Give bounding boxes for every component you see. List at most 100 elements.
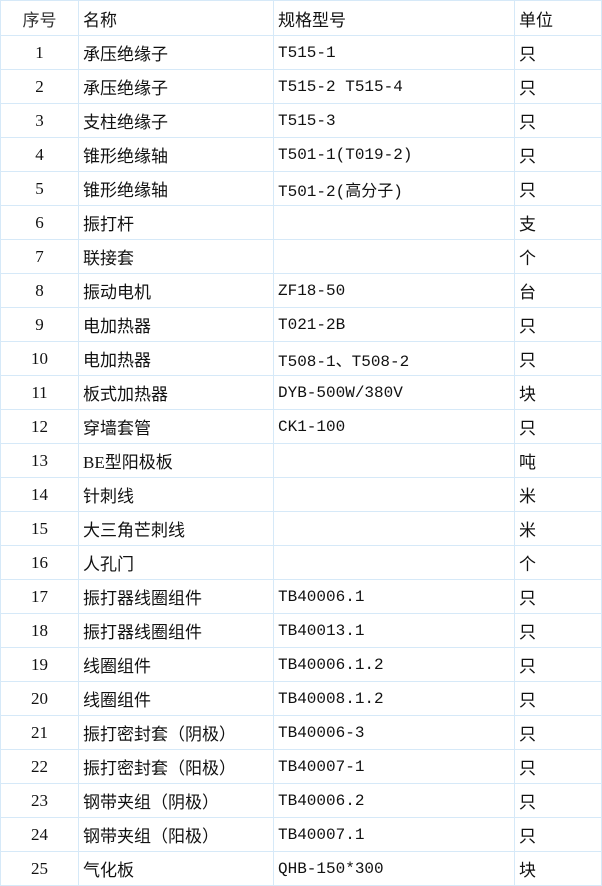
cell-spec: T515-3 [273,103,515,138]
cell-name: BE型阳极板 [78,443,274,478]
cell-index: 13 [0,443,79,478]
cell-unit: 台 [514,273,602,308]
cell-index: 8 [0,273,79,308]
table-row: 5 锥形绝缘轴 T501-2(高分子) 只 [0,171,602,206]
cell-name: 电加热器 [78,341,274,376]
cell-index: 2 [0,69,79,104]
header-row: 序号 名称 规格型号 单位 [0,0,602,36]
table-row: 23 钢带夹组（阴极） TB40006.2 只 [0,783,602,818]
table-row: 15 大三角芒刺线 米 [0,511,602,546]
table-row: 17 振打器线圈组件 TB40006.1 只 [0,579,602,614]
cell-unit: 只 [514,613,602,648]
cell-name: 承压绝缘子 [78,69,274,104]
cell-index: 3 [0,103,79,138]
cell-unit: 只 [514,137,602,172]
cell-index: 7 [0,239,79,274]
table-row: 4 锥形绝缘轴 T501-1(T019-2) 只 [0,137,602,172]
cell-name: 振打密封套（阴极） [78,715,274,750]
cell-spec [273,239,515,274]
cell-unit: 个 [514,239,602,274]
cell-index: 19 [0,647,79,682]
header-cell-unit: 单位 [514,0,602,36]
cell-unit: 只 [514,103,602,138]
cell-unit: 只 [514,647,602,682]
cell-name: 板式加热器 [78,375,274,410]
cell-spec: T508-1、T508-2 [273,341,515,376]
cell-spec: TB40008.1.2 [273,681,515,716]
cell-index: 21 [0,715,79,750]
table-row: 7 联接套 个 [0,239,602,274]
cell-name: 锥形绝缘轴 [78,137,274,172]
cell-spec: T515-1 [273,35,515,70]
cell-index: 22 [0,749,79,784]
cell-index: 4 [0,137,79,172]
cell-spec: T515-2 T515-4 [273,69,515,104]
cell-unit: 吨 [514,443,602,478]
cell-unit: 米 [514,511,602,546]
cell-index: 5 [0,171,79,206]
cell-index: 10 [0,341,79,376]
cell-index: 11 [0,375,79,410]
cell-unit: 只 [514,341,602,376]
table-row: 18 振打器线圈组件 TB40013.1 只 [0,613,602,648]
cell-name: 线圈组件 [78,681,274,716]
cell-name: 穿墙套管 [78,409,274,444]
cell-index: 1 [0,35,79,70]
cell-name: 线圈组件 [78,647,274,682]
cell-name: 气化板 [78,851,274,886]
cell-unit: 只 [514,579,602,614]
table-row: 3 支柱绝缘子 T515-3 只 [0,103,602,138]
cell-spec: T501-2(高分子) [273,171,515,206]
table-row: 2 承压绝缘子 T515-2 T515-4 只 [0,69,602,104]
cell-spec: TB40006.2 [273,783,515,818]
cell-spec: T501-1(T019-2) [273,137,515,172]
cell-spec [273,443,515,478]
cell-unit: 只 [514,681,602,716]
cell-spec: TB40007-1 [273,749,515,784]
table-row: 8 振动电机 ZF18-50 台 [0,273,602,308]
cell-index: 16 [0,545,79,580]
cell-name: 振动电机 [78,273,274,308]
table-row: 24 钢带夹组（阳极） TB40007.1 只 [0,817,602,852]
cell-index: 20 [0,681,79,716]
table-row: 16 人孔门 个 [0,545,602,580]
cell-index: 9 [0,307,79,342]
cell-name: 承压绝缘子 [78,35,274,70]
cell-index: 17 [0,579,79,614]
cell-index: 18 [0,613,79,648]
cell-name: 钢带夹组（阳极） [78,817,274,852]
cell-index: 14 [0,477,79,512]
table-row: 10 电加热器 T508-1、T508-2 只 [0,341,602,376]
cell-name: 振打器线圈组件 [78,579,274,614]
table-row: 22 振打密封套（阳极） TB40007-1 只 [0,749,602,784]
cell-spec: T021-2B [273,307,515,342]
cell-unit: 只 [514,171,602,206]
cell-spec [273,545,515,580]
cell-index: 23 [0,783,79,818]
cell-name: 钢带夹组（阴极） [78,783,274,818]
cell-unit: 块 [514,851,602,886]
cell-name: 电加热器 [78,307,274,342]
cell-unit: 只 [514,817,602,852]
cell-index: 24 [0,817,79,852]
cell-spec: CK1-100 [273,409,515,444]
cell-spec [273,205,515,240]
cell-unit: 支 [514,205,602,240]
cell-spec [273,511,515,546]
table-row: 11 板式加热器 DYB-500W/380V 块 [0,375,602,410]
cell-unit: 块 [514,375,602,410]
cell-spec [273,477,515,512]
cell-unit: 只 [514,783,602,818]
cell-spec: TB40006.1 [273,579,515,614]
cell-spec: TB40007.1 [273,817,515,852]
table-row: 9 电加热器 T021-2B 只 [0,307,602,342]
table-row: 12 穿墙套管 CK1-100 只 [0,409,602,444]
cell-unit: 只 [514,409,602,444]
cell-name: 大三角芒刺线 [78,511,274,546]
table-row: 19 线圈组件 TB40006.1.2 只 [0,647,602,682]
table-row: 6 振打杆 支 [0,205,602,240]
cell-unit: 米 [514,477,602,512]
cell-spec: QHB-150*300 [273,851,515,886]
cell-unit: 个 [514,545,602,580]
cell-name: 振打杆 [78,205,274,240]
